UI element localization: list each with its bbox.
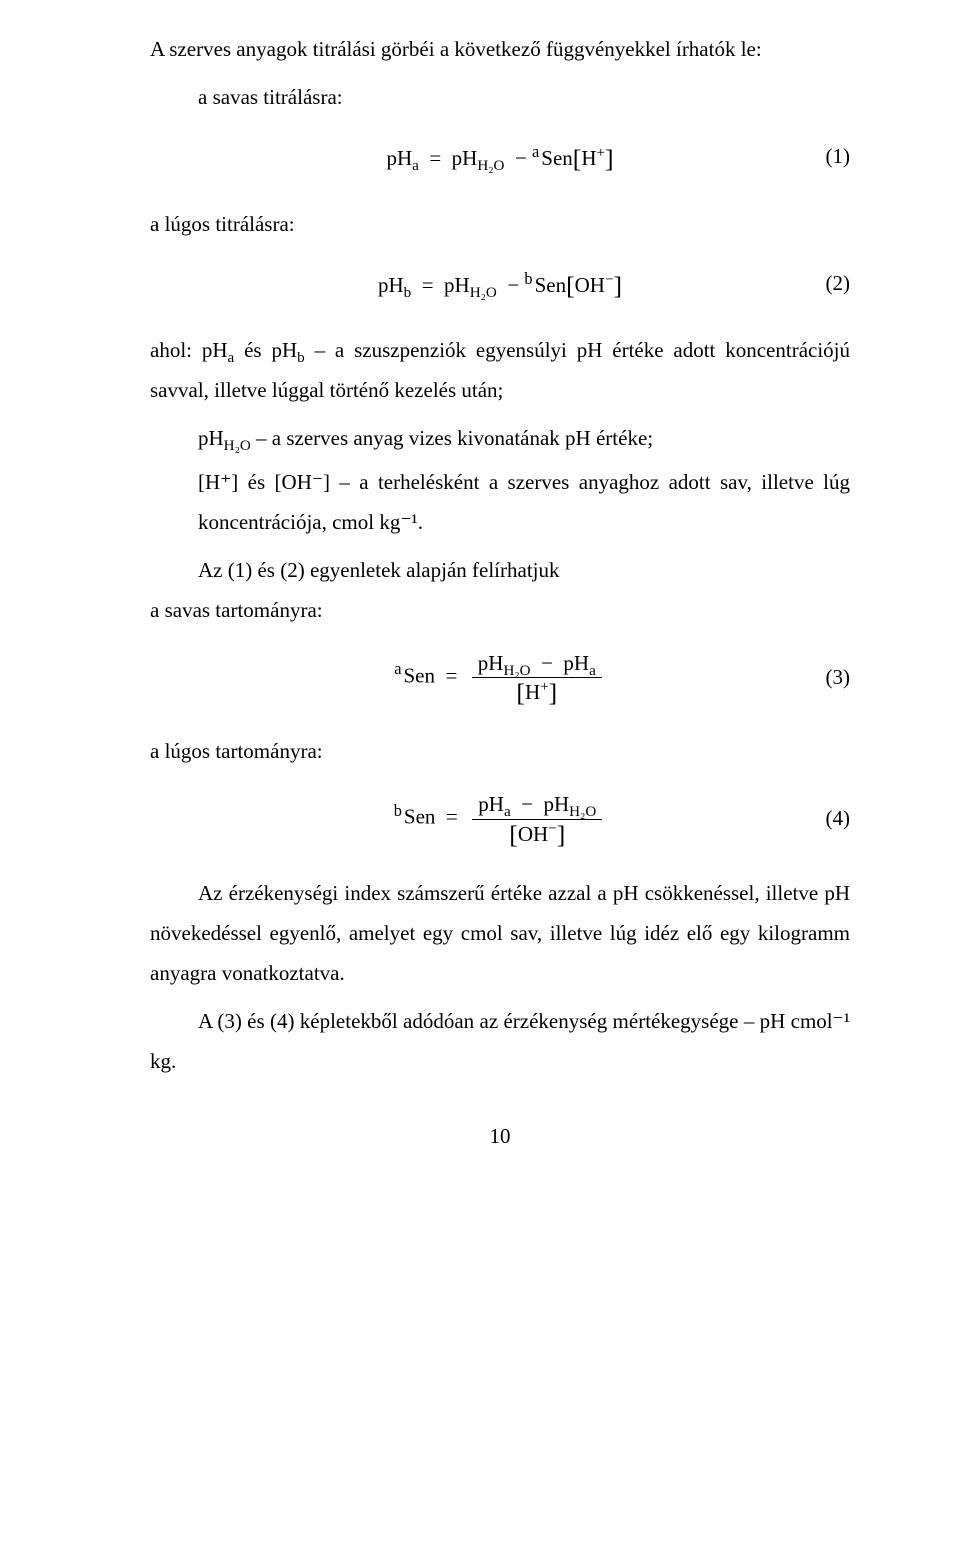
closing-para-1: Az érzékenységi index számszerű értéke a…: [150, 874, 850, 994]
equation-1: pHa = pHH₂O − aSen[H+] (1): [150, 136, 850, 179]
equation-number-4: (4): [826, 799, 851, 839]
mid-line-1: Az (1) és (2) egyenletek alapján felírha…: [150, 551, 850, 591]
where-line: ahol: pHa és pHb – a szuszpenziók egyens…: [150, 331, 850, 411]
page-number: 10: [150, 1117, 850, 1157]
def-H-OH: [H⁺] és [OH⁻] – a terhelésként a szerves…: [198, 463, 850, 543]
equation-number-2: (2): [826, 264, 851, 304]
sym-pH: pH: [386, 146, 412, 170]
equation-3: aSen = pHH₂O − pHa [H+] (3): [150, 649, 850, 707]
intro-line-2: a savas titrálásra:: [150, 78, 850, 118]
mid-line-2: a savas tartományra:: [150, 591, 850, 631]
intro-line-3: a lúgos titrálásra:: [150, 205, 850, 245]
sym-sub-a: a: [412, 158, 419, 174]
mid-line-3: a lúgos tartományra:: [150, 732, 850, 772]
closing-para-2: A (3) és (4) képletekből adódóan az érzé…: [150, 1002, 850, 1082]
equation-number-1: (1): [826, 137, 851, 177]
intro-line-1: A szerves anyagok titrálási görbéi a köv…: [150, 30, 850, 70]
equation-2: pHb = pHH₂O − bSen[OH−] (2): [150, 263, 850, 306]
equation-number-3: (3): [826, 658, 851, 698]
equation-4: bSen = pHa − pHH₂O [OH−] (4): [150, 790, 850, 848]
def-phH2O: pHH₂O – a szerves anyag vizes kivonatána…: [198, 419, 850, 459]
